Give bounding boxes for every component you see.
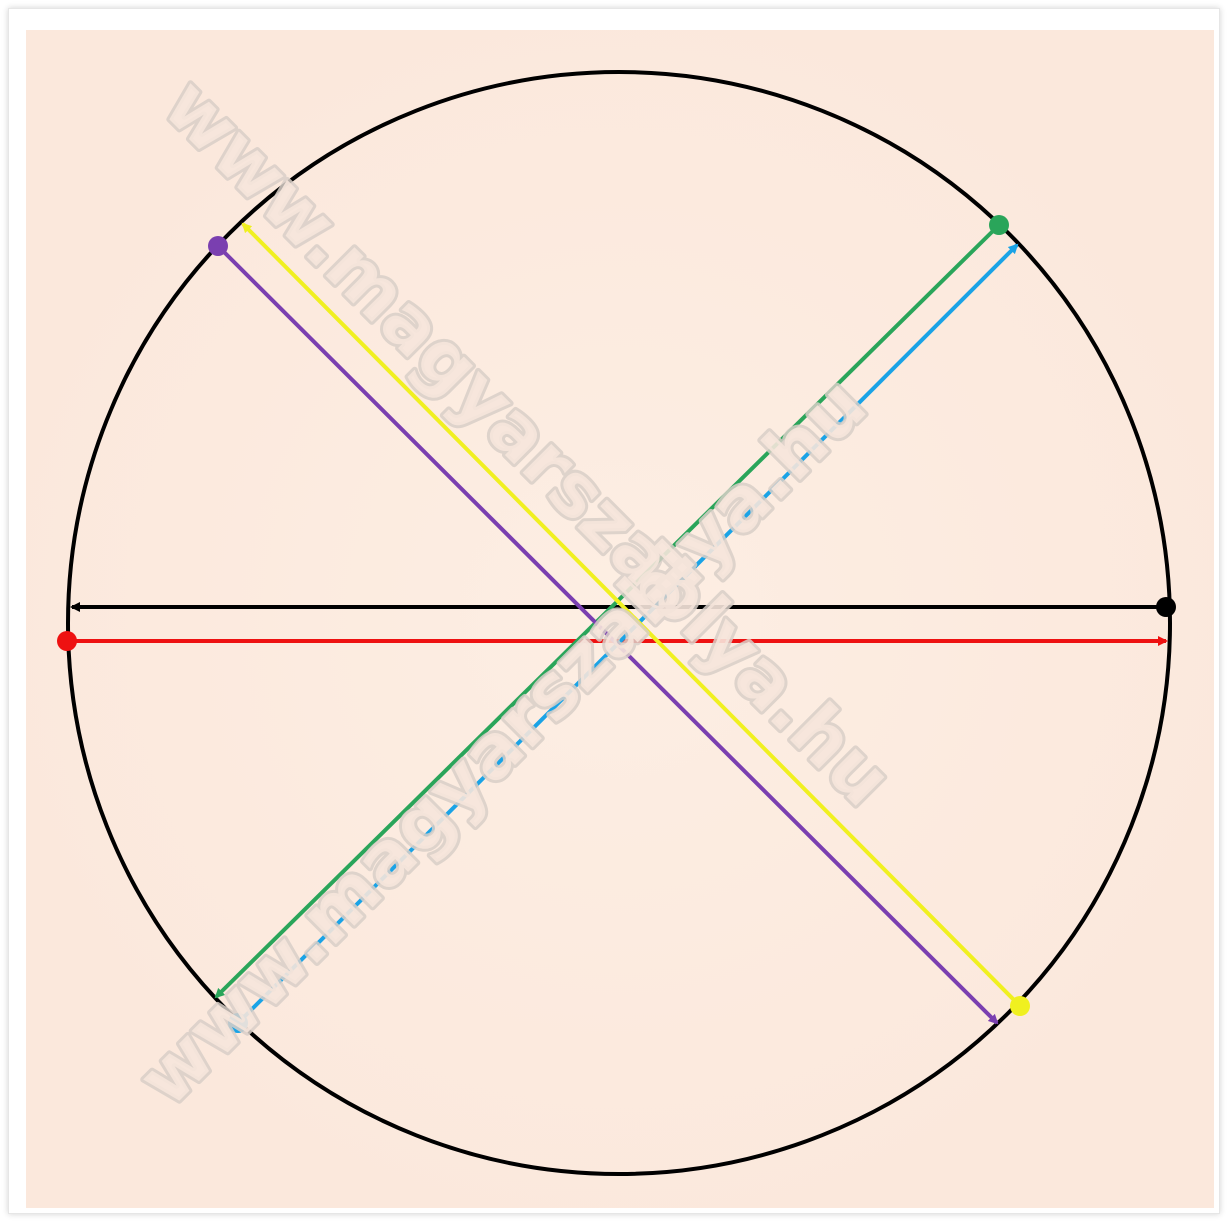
arrow-yellow-start-dot — [1010, 996, 1030, 1016]
arrow-green-line — [214, 223, 1001, 999]
arrow-yellow — [241, 222, 1030, 1016]
arrow-blue — [228, 243, 1019, 1033]
arrow-black — [70, 597, 1176, 617]
main-circle — [66, 70, 1172, 1176]
arrow-green-start-dot — [989, 215, 1009, 235]
arrow-blue-line — [236, 243, 1019, 1025]
arrow-purple-line — [216, 244, 999, 1025]
arrow-black-start-dot — [1156, 597, 1176, 617]
arrow-red-start-dot — [57, 631, 77, 651]
arrow-purple — [208, 236, 999, 1025]
arrow-purple-start-dot — [208, 236, 228, 256]
arrow-green — [214, 215, 1009, 999]
arrow-yellow-line — [241, 222, 1022, 1008]
arrow-blue-start-dot — [228, 1013, 248, 1033]
